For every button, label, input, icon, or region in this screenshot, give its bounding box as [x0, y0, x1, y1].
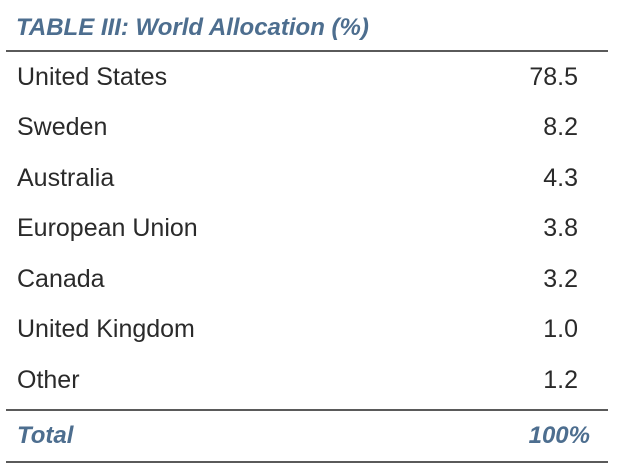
table-row: Sweden 8.2: [6, 103, 608, 154]
row-value: 8.2: [543, 113, 578, 142]
row-value: 3.8: [543, 214, 578, 243]
row-value: 4.3: [543, 163, 578, 192]
row-label: United States: [17, 62, 168, 91]
table-row: European Union 3.8: [6, 204, 608, 255]
total-value: 100%: [528, 421, 590, 449]
table-total-row: Total 100%: [6, 408, 608, 463]
table-row: United States 78.5: [6, 52, 608, 103]
row-label: Sweden: [17, 113, 108, 142]
row-label: Australia: [17, 163, 115, 192]
table-row: United Kingdom 1.0: [6, 305, 608, 356]
allocation-table: TABLE III: World Allocation (%) United S…: [6, 0, 608, 463]
table-row: Canada 3.2: [6, 254, 608, 305]
row-value: 1.2: [543, 365, 578, 394]
row-label: European Union: [17, 214, 198, 243]
table-row: Australia 4.3: [6, 153, 608, 204]
row-value: 1.0: [543, 315, 578, 344]
row-label: United Kingdom: [17, 315, 195, 344]
table-row: Other 1.2: [6, 355, 608, 406]
row-value: 3.2: [543, 264, 578, 293]
total-label: Total: [17, 421, 74, 449]
row-label: Canada: [17, 264, 105, 293]
row-label: Other: [17, 365, 80, 394]
row-value: 78.5: [529, 62, 578, 91]
table-title: TABLE III: World Allocation (%): [6, 0, 608, 52]
